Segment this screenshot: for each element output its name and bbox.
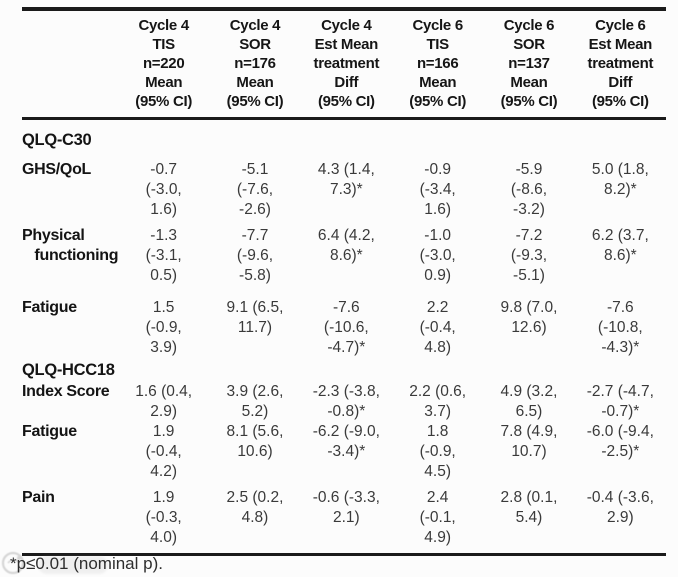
- table-cell: 4.3 (1.4, 7.3)*: [317, 161, 375, 198]
- row-label: Fatigue: [22, 423, 77, 440]
- table-cell: 2.8 (0.1, 5.4): [500, 489, 558, 526]
- table-cell: -5.1 (-7.6, -2.6): [236, 161, 274, 218]
- row-label: Pain: [22, 489, 55, 506]
- row-label: Physical functioning: [22, 227, 119, 264]
- table-cell: 3.9 (2.6, 5.2): [226, 383, 284, 420]
- table-cell: 1.6 (0.4, 2.9): [135, 383, 193, 420]
- table-cell: 1.9 (-0.4, 4.2): [145, 423, 182, 480]
- table-footnote: *p≤0.01 (nominal p).: [10, 554, 163, 573]
- row-label: Index Score: [22, 383, 110, 400]
- table-cell: 1.5 (-0.9, 3.9): [145, 299, 182, 356]
- section-header-qlq-c30: QLQ-C30: [22, 120, 666, 150]
- table-body: QLQ-C30 GHS/QoL -0.7 (-3.0, 1.6) -5.1 (-…: [22, 120, 666, 556]
- table-row-physical-functioning: Physical functioning -1.3 (-3.1, 0.5) -7…: [22, 220, 666, 286]
- table-cell: -0.7 (-3.0, 1.6): [145, 161, 182, 218]
- table-row-pain: Pain 1.9 (-0.3, 4.0) 2.5 (0.2, 4.8) -0.6…: [22, 482, 666, 548]
- table-cell: 1.9 (-0.3, 4.0): [145, 489, 182, 546]
- table-cell: 6.4 (4.2, 8.6)*: [317, 227, 375, 264]
- watermark-smudge: [38, 556, 108, 574]
- table-cell: -6.0 (-9.4, -2.5)*: [586, 423, 654, 460]
- table-cell: 2.2 (-0.4, 4.8): [419, 299, 456, 356]
- table-cell: -7.6 (-10.8, -4.3)*: [597, 299, 643, 356]
- watermark-logo-icon: [0, 549, 28, 577]
- table-cell: -2.3 (-3.8, -0.8)*: [312, 383, 380, 420]
- table-header-row: Cycle 4 TIS n=220 Mean (95% CI) Cycle 4 …: [22, 11, 666, 120]
- col-header-cycle6-diff: Cycle 6 Est Mean treatment Diff (95% CI): [587, 17, 654, 110]
- table-cell: -7.6 (-10.6, -4.7)*: [323, 299, 369, 356]
- col-header-cycle6-sor: Cycle 6 SOR n=137 Mean (95% CI): [500, 17, 558, 110]
- table-cell: 5.0 (1.8, 8.2)*: [591, 161, 649, 198]
- corner-cell: [22, 16, 118, 111]
- row-label: GHS/QoL: [22, 161, 92, 178]
- col-header-cycle4-tis: Cycle 4 TIS n=220 Mean (95% CI): [135, 17, 193, 110]
- table-cell: -0.9 (-3.4, 1.6): [419, 161, 456, 218]
- table-cell: 6.2 (3.7, 8.6)*: [591, 227, 649, 264]
- table-cell: 2.2 (0.6, 3.7): [409, 383, 467, 420]
- table-row-fatigue-hcc18: Fatigue 1.9 (-0.4, 4.2) 8.1 (5.6, 10.6) …: [22, 422, 666, 482]
- section-title: QLQ-C30: [22, 131, 92, 149]
- table-cell: 9.8 (7.0, 12.6): [500, 299, 558, 336]
- col-header-cycle4-sor: Cycle 4 SOR n=176 Mean (95% CI): [226, 17, 284, 110]
- table-cell: -7.7 (-9.6, -5.8): [236, 227, 274, 284]
- table-cell: 9.1 (6.5, 11.7): [226, 299, 284, 336]
- section-header-qlq-hcc18: QLQ-HCC18: [22, 358, 666, 380]
- col-header-cycle4-diff: Cycle 4 Est Mean treatment Diff (95% CI): [313, 17, 380, 110]
- table-cell: 1.8 (-0.9, 4.5): [419, 423, 456, 480]
- table-cell: 4.9 (3.2, 6.5): [500, 383, 558, 420]
- table-row-ghs-qol: GHS/QoL -0.7 (-3.0, 1.6) -5.1 (-7.6, -2.…: [22, 150, 666, 220]
- table-cell: 8.1 (5.6, 10.6): [226, 423, 284, 460]
- section-title: QLQ-HCC18: [22, 361, 115, 379]
- row-label: Fatigue: [22, 299, 77, 316]
- table-cell: -6.2 (-9.0, -3.4)*: [312, 423, 380, 460]
- table-cell: 2.5 (0.2, 4.8): [226, 489, 284, 526]
- results-table: Cycle 4 TIS n=220 Mean (95% CI) Cycle 4 …: [22, 7, 666, 556]
- table-cell: -1.0 (-3.0, 0.9): [419, 227, 456, 284]
- table-row-fatigue-c30: Fatigue 1.5 (-0.9, 3.9) 9.1 (6.5, 11.7) …: [22, 286, 666, 358]
- table-row-index-score: Index Score 1.6 (0.4, 2.9) 3.9 (2.6, 5.2…: [22, 380, 666, 422]
- table-cell: 7.8 (4.9, 10.7): [500, 423, 558, 460]
- table-cell: -2.7 (-4.7, -0.7)*: [586, 383, 654, 420]
- col-header-cycle6-tis: Cycle 6 TIS n=166 Mean (95% CI): [409, 17, 467, 110]
- table-cell: -1.3 (-3.1, 0.5): [145, 227, 182, 284]
- table-cell: -0.6 (-3.3, 2.1): [312, 489, 380, 526]
- table-cell: 2.4 (-0.1, 4.9): [419, 489, 456, 546]
- table-cell: -7.2 (-9.3, -5.1): [510, 227, 548, 284]
- table-cell: -0.4 (-3.6, 2.9): [586, 489, 654, 526]
- table-cell: -5.9 (-8.6, -3.2): [510, 161, 548, 218]
